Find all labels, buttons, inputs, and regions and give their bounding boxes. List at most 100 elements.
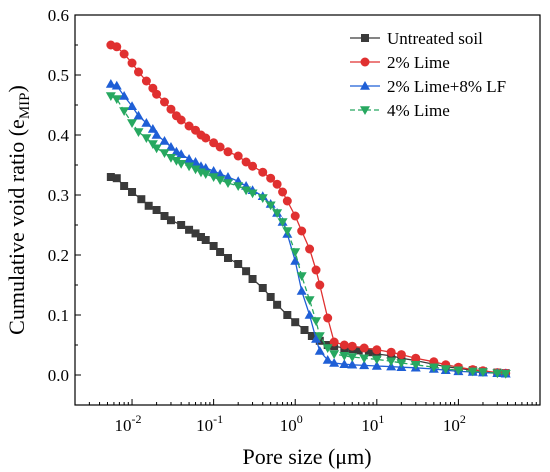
data-point (304, 310, 315, 319)
data-point (141, 118, 152, 127)
data-point (166, 216, 175, 225)
data-point (265, 201, 276, 211)
data-point (127, 119, 138, 128)
data-point (282, 196, 292, 206)
y-axis-label: Cumulative void ratio (eMIP) (4, 85, 33, 335)
data-point (359, 343, 369, 353)
data-point (111, 80, 122, 90)
y-tick-label: 0.0 (48, 366, 69, 385)
x-tick-exponent: -1 (213, 412, 223, 426)
data-point (339, 352, 350, 361)
data-point (196, 233, 205, 241)
data-point (185, 225, 194, 234)
data-point (223, 254, 232, 262)
series-line (110, 176, 506, 374)
x-axis-label: Pore size (μm) (242, 444, 371, 469)
x-tick-label: 102 (443, 412, 466, 435)
data-point (282, 227, 293, 236)
data-point (208, 173, 219, 182)
data-point (347, 353, 358, 362)
data-point (242, 267, 251, 276)
y-tick-label: 0.3 (48, 186, 69, 205)
data-point (371, 361, 382, 370)
data-point (354, 346, 363, 355)
data-point (273, 300, 282, 309)
data-point (106, 173, 115, 181)
data-point (277, 218, 288, 227)
data-point (151, 144, 162, 154)
data-point (290, 211, 300, 221)
data-point (209, 242, 218, 250)
data-point (290, 256, 301, 265)
data-point (215, 142, 225, 152)
data-point (215, 176, 226, 185)
data-point (176, 160, 187, 169)
y-axis: 0.0 0.1 0.2 0.3 0.4 0.5 0.6 (48, 6, 81, 385)
legend-label: 2% Lime (387, 53, 450, 72)
data-point (272, 209, 283, 218)
legend-label: 4% Lime (387, 101, 450, 120)
data-point (201, 236, 210, 244)
y-tick-label: 0.4 (48, 126, 70, 145)
data-point (323, 313, 333, 323)
legend-label: Untreated soil (387, 29, 483, 48)
data-point (209, 138, 219, 148)
data-point (500, 370, 511, 379)
data-point (128, 188, 137, 196)
data-point (428, 363, 439, 373)
data-point (467, 367, 478, 377)
data-point (300, 326, 309, 334)
data-point (233, 151, 243, 161)
data-point (200, 170, 211, 179)
legend: Untreated soil 2% Lime 2% Lime+8% LF 4% Lim… (350, 29, 506, 120)
data-point (266, 173, 276, 183)
data-point (315, 280, 325, 290)
data-point (311, 334, 322, 343)
data-point (339, 359, 350, 368)
data-point (190, 165, 201, 175)
x-tick-label: 10-2 (115, 412, 142, 435)
data-point (152, 206, 161, 214)
data-point (184, 162, 195, 172)
data-point (347, 341, 357, 351)
data-point (133, 128, 144, 137)
plot-frame (74, 14, 541, 406)
data-point (371, 355, 382, 365)
x-tick-exponent: 2 (460, 412, 466, 426)
x-tick-exponent: 0 (297, 412, 303, 426)
data-point (247, 189, 258, 199)
data-point (160, 97, 170, 107)
data-point (241, 157, 251, 167)
data-point (347, 359, 358, 369)
data-point (322, 344, 333, 353)
data-point (165, 154, 176, 163)
data-point (165, 142, 176, 151)
data-point (222, 172, 233, 181)
data-point (184, 154, 195, 163)
plot-area (105, 40, 511, 379)
data-point (171, 157, 182, 166)
data-point (283, 311, 292, 319)
data-point (410, 361, 421, 370)
x-tick-label: 101 (361, 412, 384, 435)
data-point (257, 194, 268, 203)
x-tick-base: 10 (280, 416, 297, 435)
data-point (127, 101, 138, 110)
data-point (305, 244, 315, 254)
data-point (314, 332, 325, 341)
x-tick-base: 10 (361, 416, 378, 435)
x-tick-base: 10 (443, 416, 460, 435)
data-point (266, 293, 275, 301)
data-point (176, 149, 187, 158)
data-point (372, 345, 382, 355)
y-axis-label-main: Cumulative void ratio (e (4, 119, 29, 335)
legend-marker (361, 34, 369, 42)
data-point (296, 286, 307, 295)
y-tick-label: 0.2 (48, 246, 69, 265)
data-point (112, 42, 122, 52)
data-point (177, 221, 186, 229)
series-3 (105, 92, 511, 379)
data-point (137, 195, 146, 204)
data-point (492, 369, 503, 379)
